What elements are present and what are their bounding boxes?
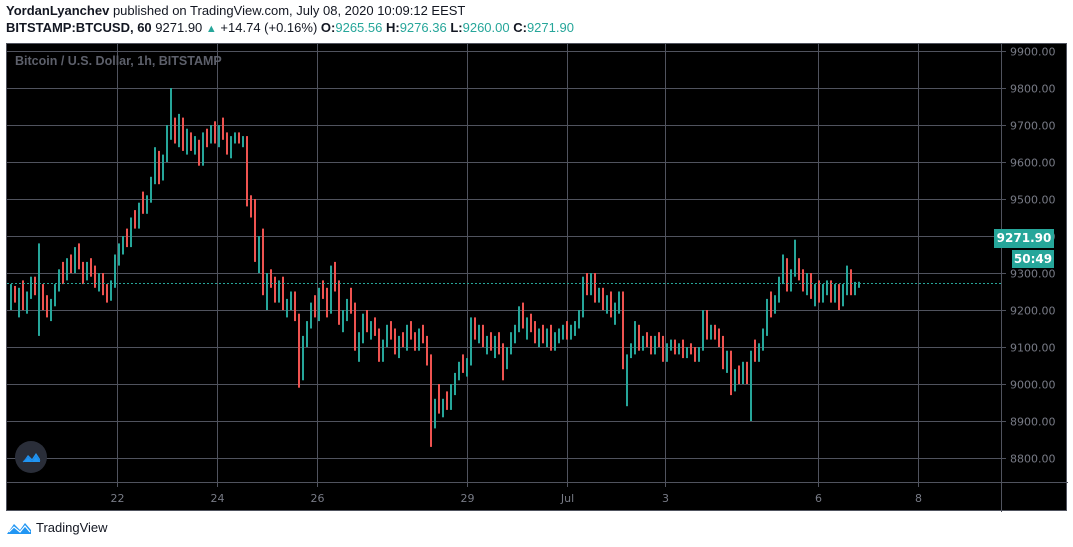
author-name[interactable]: YordanLyanchev xyxy=(6,3,110,18)
svg-text:9100.00: 9100.00 xyxy=(1010,342,1056,355)
tradingview-logo-button[interactable] xyxy=(15,441,47,473)
up-arrow-icon: ▲ xyxy=(205,23,217,35)
svg-text:26: 26 xyxy=(311,492,325,505)
svg-text:9200.00: 9200.00 xyxy=(1010,305,1056,318)
tradingview-cloud-icon xyxy=(22,453,41,463)
ohlc-legend: BITSTAMP:BTCUSD, 60 9271.90 ▲ +14.74 (+0… xyxy=(6,20,574,35)
tradingview-logo-icon xyxy=(7,523,31,534)
close-value: 9271.90 xyxy=(526,20,574,35)
low-label: L: xyxy=(450,20,463,35)
publish-info: YordanLyanchev published on TradingView.… xyxy=(6,3,465,18)
price-change: +14.74 (+0.16%) xyxy=(220,20,318,35)
close-label: C: xyxy=(513,20,527,35)
svg-text:Jul: Jul xyxy=(560,492,574,505)
svg-text:3: 3 xyxy=(662,492,669,505)
svg-text:22: 22 xyxy=(111,492,125,505)
candles xyxy=(10,88,860,447)
svg-text:6: 6 xyxy=(815,492,822,505)
svg-text:9000.00: 9000.00 xyxy=(1010,379,1056,392)
series-title: Bitcoin / U.S. Dollar, 1h, BITSTAMP xyxy=(15,54,222,68)
published-text: published on TradingView.com, July 08, 2… xyxy=(112,3,466,18)
footer-brand[interactable]: TradingView xyxy=(6,519,108,535)
symbol-label: BITSTAMP:BTCUSD, 60 xyxy=(6,20,152,35)
chart-panel[interactable]: 9900.009800.009700.009600.009500.009400.… xyxy=(6,43,1068,512)
svg-text:8900.00: 8900.00 xyxy=(1010,416,1056,429)
svg-text:24: 24 xyxy=(211,492,225,505)
bar-countdown-label: 50:49 xyxy=(1012,250,1054,268)
low-value: 9260.00 xyxy=(462,20,510,35)
open-label: O: xyxy=(320,20,336,35)
svg-text:8800.00: 8800.00 xyxy=(1010,453,1056,466)
svg-text:9700.00: 9700.00 xyxy=(1010,120,1056,133)
high-value: 9276.36 xyxy=(399,20,447,35)
high-label: H: xyxy=(385,20,400,35)
svg-text:9800.00: 9800.00 xyxy=(1010,83,1056,96)
svg-text:9500.00: 9500.00 xyxy=(1010,194,1056,207)
open-value: 9265.56 xyxy=(335,20,383,35)
svg-text:9600.00: 9600.00 xyxy=(1010,157,1056,170)
svg-text:29: 29 xyxy=(461,492,475,505)
footer-brand-label: TradingView xyxy=(36,519,108,535)
svg-text:8: 8 xyxy=(915,492,922,505)
current-price-label: 9271.90 xyxy=(994,229,1054,248)
svg-text:9300.00: 9300.00 xyxy=(1010,268,1056,281)
last-price: 9271.90 xyxy=(155,20,203,35)
candlestick-chart[interactable]: 9900.009800.009700.009600.009500.009400.… xyxy=(7,44,1068,512)
svg-text:9900.00: 9900.00 xyxy=(1010,46,1056,59)
